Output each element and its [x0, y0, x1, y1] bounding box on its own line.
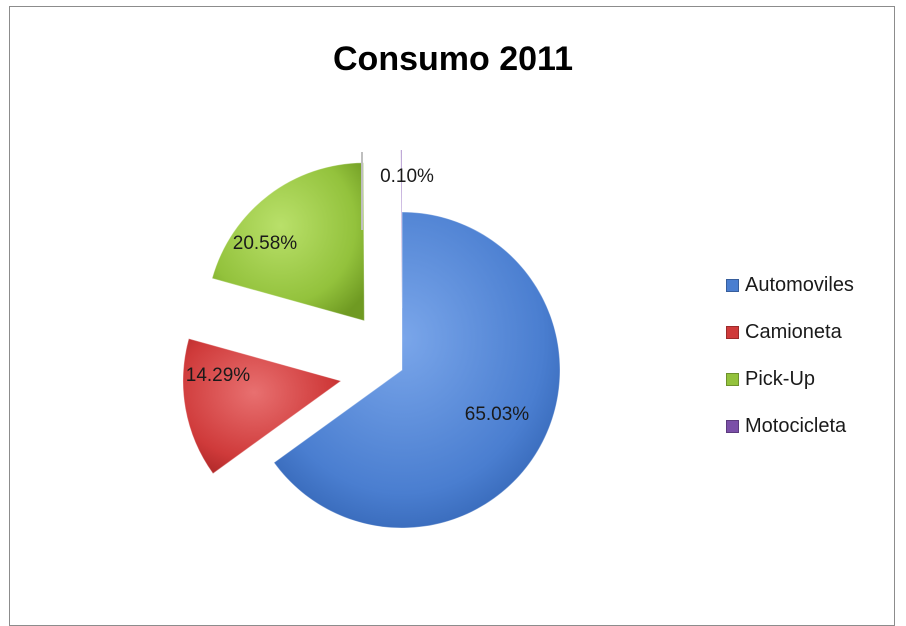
data-label: 0.10% — [380, 166, 434, 187]
legend-swatch — [726, 326, 739, 339]
legend-swatch — [726, 420, 739, 433]
legend-label: Camioneta — [745, 321, 842, 343]
data-label: 65.03% — [465, 404, 530, 425]
legend-item-automoviles: Automoviles — [726, 262, 854, 309]
legend-item-motocicleta: Motocicleta — [726, 403, 854, 450]
pie-slice-automoviles — [273, 211, 561, 529]
pie-slice-motocicleta — [400, 149, 403, 309]
data-label: 14.29% — [186, 365, 251, 386]
legend-item-pick-up: Pick-Up — [726, 356, 854, 403]
legend-swatch — [726, 279, 739, 292]
legend-label: Pick-Up — [745, 368, 816, 390]
pie-plot: 65.03% 14.29% 20.58% 0.10% — [182, 149, 561, 529]
legend-item-camioneta: Camioneta — [726, 309, 854, 356]
pie-slice-camioneta — [182, 337, 343, 475]
legend-label: Automoviles — [745, 274, 854, 296]
legend: Automoviles Camioneta Pick-Up Motociclet… — [726, 262, 854, 450]
pie-slice-pick-up — [211, 162, 365, 322]
legend-label: Motocicleta — [745, 415, 847, 437]
chart-title: Consumo 2011 — [333, 40, 573, 78]
data-label: 20.58% — [233, 233, 298, 254]
legend-swatch — [726, 373, 739, 386]
